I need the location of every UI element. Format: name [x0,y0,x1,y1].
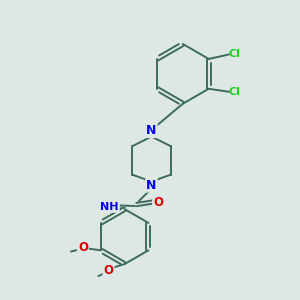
Text: N: N [146,178,157,192]
Text: O: O [103,264,113,277]
Text: Cl: Cl [229,87,241,97]
Text: O: O [78,241,88,254]
Text: NH: NH [100,202,119,212]
Text: Cl: Cl [229,50,241,59]
Text: N: N [146,124,157,137]
Text: O: O [153,196,163,208]
